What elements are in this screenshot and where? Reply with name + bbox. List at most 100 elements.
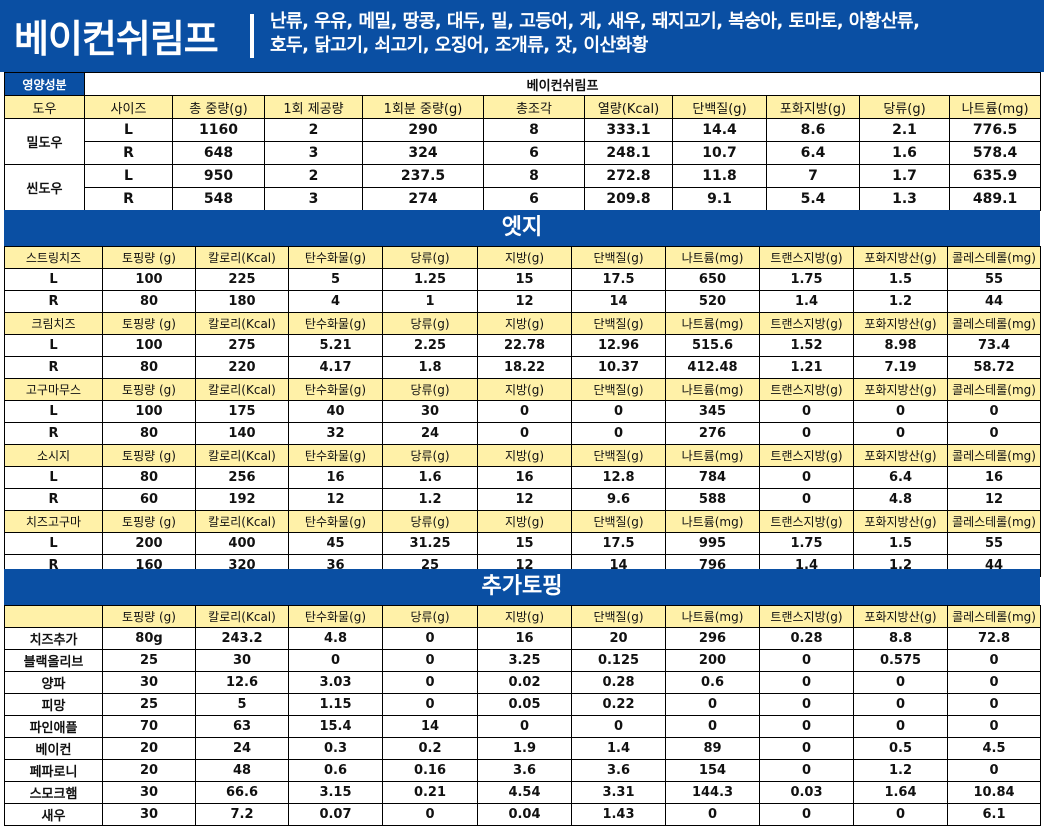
topping-name: 파인애플 [4, 715, 103, 738]
value-cell: 6.4 [766, 141, 860, 165]
table-row: L 100 225 5 1.25 15 17.5 650 1.75 1.5 55 [4, 268, 1041, 291]
column-header: 토핑량 (g) [102, 246, 196, 269]
edge-group-name: 크림치즈 [4, 312, 103, 335]
nutrition-label: 영양성분 [4, 72, 85, 96]
value-cell: 30 [102, 781, 196, 804]
value-cell: 12 [477, 488, 572, 511]
value-cell: 243.2 [195, 627, 289, 650]
value-cell: 237.5 [362, 164, 484, 188]
value-cell: 1.25 [382, 268, 478, 291]
value-cell: 89 [665, 737, 760, 760]
table-row: R 80 220 4.17 1.8 18.22 10.37 412.48 1.21 7.19 58.… [4, 356, 1041, 379]
column-header: 1회 제공량 [264, 95, 363, 119]
value-cell: 10.84 [947, 781, 1041, 804]
column-header: 포화지방산(g) [853, 312, 948, 335]
value-cell: 1.64 [853, 781, 948, 804]
edge-group-header: 치즈고구마 토핑량 (g) 칼로리(Kcal) 탄수화물(g) 당류(g) 지방(g) 단백… [4, 510, 1041, 533]
value-cell: 17.5 [571, 532, 666, 555]
value-cell: 2 [264, 164, 363, 188]
value-cell: 0 [947, 400, 1041, 423]
value-cell: 995 [665, 532, 760, 555]
value-cell: 14 [571, 290, 666, 313]
value-cell: 5.21 [288, 334, 383, 357]
column-header: 탄수화물(g) [288, 605, 383, 628]
table-row: 스모크햄 30 66.6 3.15 0.21 4.54 3.31 144.3 0.03 1.64 1… [4, 781, 1041, 804]
size-cell: R [4, 356, 103, 379]
size-cell: R [4, 488, 103, 511]
column-header: 당류(g) [382, 378, 478, 401]
table-row: 씬도우 L 950 2 237.5 8 272.8 11.8 7 1.7 635.9 [4, 164, 1042, 211]
table-row: R 80 180 4 1 12 14 520 1.4 1.2 44 [4, 290, 1041, 313]
topping-name: 베이컨 [4, 737, 103, 760]
value-cell: 1.5 [853, 268, 948, 291]
table-row: 베이컨 20 24 0.3 0.2 1.9 1.4 89 0 0.5 4.5 [4, 737, 1041, 760]
table-row: R 548 3 274 6 209.8 9.1 5.4 1.3 489.1 [5, 187, 1042, 211]
table-row: L 100 275 5.21 2.25 22.78 12.96 515.6 1.52 8.98 73… [4, 334, 1041, 357]
value-cell: 58.72 [947, 356, 1041, 379]
value-cell: 8.8 [853, 627, 948, 650]
allergen-list: 난류, 우유, 메밀, 땅콩, 대두, 밀, 고등어, 게, 새우, 돼지고기,… [270, 10, 1040, 58]
value-cell: 0 [853, 400, 948, 423]
edge-group-name: 고구마무스 [4, 378, 103, 401]
value-cell: 0 [759, 737, 854, 760]
value-cell: 3.31 [571, 781, 666, 804]
value-cell: 209.8 [584, 187, 673, 211]
edge-table: 스트링치즈 토핑량 (g) 칼로리(Kcal) 탄수화물(g) 당류(g) 지방(g) 단백… [4, 246, 1041, 577]
value-cell: 345 [665, 400, 760, 423]
value-cell: 7.2 [195, 803, 289, 826]
value-cell: 12 [477, 290, 572, 313]
value-cell: 296 [665, 627, 760, 650]
value-cell: 0 [759, 466, 854, 489]
value-cell: 3.25 [477, 649, 572, 672]
value-cell: 3.03 [288, 671, 383, 694]
value-cell: 30 [195, 649, 289, 672]
topping-name: 새우 [4, 803, 103, 826]
value-cell: 25 [102, 693, 196, 716]
value-cell: 32 [288, 422, 383, 445]
value-cell: 400 [195, 532, 289, 555]
edge-group-header: 고구마무스 토핑량 (g) 칼로리(Kcal) 탄수화물(g) 당류(g) 지방(g) 단백… [4, 378, 1041, 401]
value-cell: 14.4 [672, 118, 767, 142]
column-header: 칼로리(Kcal) [195, 605, 289, 628]
value-cell: 0 [853, 693, 948, 716]
value-cell: 1.6 [859, 141, 950, 165]
value-cell: 333.1 [584, 118, 673, 142]
column-header: 지방(g) [477, 605, 572, 628]
header-banner: 베이컨쉬림프 난류, 우유, 메밀, 땅콩, 대두, 밀, 고등어, 게, 새우… [0, 0, 1044, 72]
value-cell: 0.5 [853, 737, 948, 760]
value-cell: 0 [759, 422, 854, 445]
column-header: 단백질(g) [672, 95, 767, 119]
value-cell: 0 [571, 400, 666, 423]
value-cell: 12.6 [195, 671, 289, 694]
table-row: R 80 140 32 24 0 0 276 0 0 0 [4, 422, 1041, 445]
table-row: 피망 25 5 1.15 0 0.05 0.22 0 0 0 0 [4, 693, 1041, 716]
value-cell: 7 [766, 164, 860, 188]
column-header: 열량(Kcal) [584, 95, 673, 119]
value-cell: 8 [483, 118, 585, 142]
edge-group-header: 소시지 토핑량 (g) 칼로리(Kcal) 탄수화물(g) 당류(g) 지방(g) 단백질(… [4, 444, 1041, 467]
value-cell: 100 [102, 400, 196, 423]
size-cell: L [4, 268, 103, 291]
value-cell: 80 [102, 356, 196, 379]
value-cell: 24 [382, 422, 478, 445]
value-cell: 1.6 [382, 466, 478, 489]
column-header: 포화지방산(g) [853, 510, 948, 533]
column-header: 당류(g) [382, 246, 478, 269]
column-header: 도우 [4, 95, 85, 119]
value-cell: 9.6 [571, 488, 666, 511]
value-cell: 0 [759, 693, 854, 716]
table-row: L 200 400 45 31.25 15 17.5 995 1.75 1.5 55 [4, 532, 1041, 555]
topping-name: 피망 [4, 693, 103, 716]
value-cell: 0.125 [571, 649, 666, 672]
value-cell: 1.2 [853, 759, 948, 782]
value-cell: 1.8 [382, 356, 478, 379]
column-header: 단백질(g) [571, 378, 666, 401]
value-cell: 6.4 [853, 466, 948, 489]
value-cell: 3.6 [477, 759, 572, 782]
value-cell: 489.1 [948, 187, 1042, 211]
value-cell: 66.6 [195, 781, 289, 804]
value-cell: 1160 [172, 118, 265, 142]
value-cell: 0.04 [477, 803, 572, 826]
size-cell: R [84, 141, 173, 165]
value-cell: 272.8 [584, 164, 673, 188]
